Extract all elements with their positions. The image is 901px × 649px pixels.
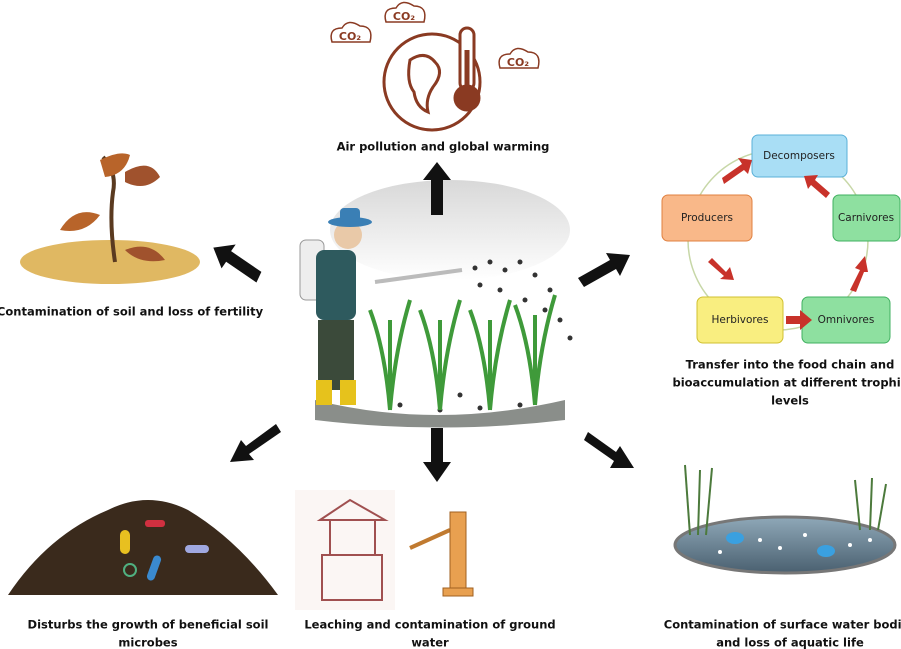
shape bbox=[543, 308, 548, 313]
label: microbes bbox=[118, 636, 177, 649]
fish bbox=[817, 545, 835, 557]
shape bbox=[778, 546, 782, 550]
shape bbox=[803, 533, 807, 537]
leaf bbox=[125, 166, 160, 186]
soil-microbes-icon bbox=[8, 500, 278, 595]
node-label: Omnivores bbox=[818, 314, 875, 326]
microbe bbox=[145, 520, 165, 527]
arrow bbox=[708, 258, 734, 280]
pond bbox=[675, 517, 895, 573]
label: water bbox=[411, 636, 449, 649]
food-chain bbox=[662, 135, 900, 343]
node-label: Carnivores bbox=[838, 212, 894, 224]
node-label: Herbivores bbox=[712, 314, 769, 326]
arrow bbox=[578, 253, 630, 287]
shape bbox=[868, 538, 872, 542]
label: levels bbox=[771, 394, 809, 408]
leaf bbox=[60, 212, 100, 231]
node-label: Producers bbox=[681, 212, 733, 224]
continent bbox=[409, 55, 440, 112]
shape bbox=[478, 283, 483, 288]
arrow bbox=[850, 256, 868, 292]
pump-body bbox=[450, 512, 466, 592]
shape bbox=[518, 403, 523, 408]
shape bbox=[518, 260, 523, 265]
co2-label: CO₂ bbox=[339, 30, 361, 43]
shape bbox=[718, 550, 722, 554]
fish bbox=[726, 532, 744, 544]
label: Leaching and contamination of ground bbox=[304, 618, 555, 632]
soil-heap bbox=[8, 500, 278, 595]
arrow bbox=[584, 432, 634, 468]
arrow bbox=[804, 175, 830, 198]
label: bioaccumulation at different trophic bbox=[672, 376, 901, 390]
label: Contamination of soil and loss of fertil… bbox=[0, 305, 264, 319]
co2-label: CO₂ bbox=[393, 10, 415, 23]
farmer-legs bbox=[318, 320, 354, 390]
hat-top bbox=[340, 208, 360, 222]
shape bbox=[870, 478, 872, 530]
shape bbox=[685, 465, 690, 535]
shape bbox=[488, 260, 493, 265]
boot bbox=[316, 380, 332, 405]
shape bbox=[558, 318, 563, 323]
shape bbox=[548, 288, 553, 293]
arrow bbox=[211, 243, 264, 283]
shape bbox=[568, 336, 573, 341]
shape bbox=[533, 273, 538, 278]
shape bbox=[758, 538, 762, 542]
shape bbox=[515, 295, 555, 405]
dead-plant-icon bbox=[20, 153, 200, 284]
shape bbox=[503, 268, 508, 273]
shape bbox=[498, 288, 503, 293]
crops bbox=[370, 295, 555, 410]
shape bbox=[478, 406, 483, 411]
shape bbox=[698, 470, 700, 535]
shape bbox=[848, 543, 852, 547]
spray-cloud bbox=[330, 180, 570, 280]
farmer-scene bbox=[300, 180, 573, 428]
boot bbox=[340, 380, 356, 405]
soil bbox=[20, 240, 200, 284]
pump-handle bbox=[410, 530, 450, 548]
shape bbox=[420, 300, 460, 410]
diagram: CO₂ CO₂ CO₂ Air pollution and global war… bbox=[0, 0, 901, 649]
shape bbox=[523, 298, 528, 303]
well-pump-icon bbox=[295, 490, 473, 610]
microbe bbox=[120, 530, 130, 554]
shape bbox=[398, 403, 403, 408]
shape bbox=[458, 393, 463, 398]
farmer-body bbox=[316, 250, 356, 320]
node-label: Decomposers bbox=[763, 150, 835, 162]
pump-base bbox=[443, 588, 473, 596]
arrow bbox=[423, 428, 451, 482]
label: Transfer into the food chain and bbox=[686, 358, 895, 372]
microbe bbox=[185, 545, 209, 553]
shape bbox=[878, 484, 886, 530]
co2-label: CO₂ bbox=[507, 56, 529, 69]
shape bbox=[473, 266, 478, 271]
arrow bbox=[230, 424, 281, 462]
label: Air pollution and global warming bbox=[337, 140, 550, 154]
well-background bbox=[295, 490, 395, 610]
label: Disturbs the growth of beneficial soil bbox=[28, 618, 269, 632]
arrow bbox=[722, 158, 752, 184]
label: and loss of aquatic life bbox=[716, 636, 864, 649]
label: Contamination of surface water bodies bbox=[664, 618, 901, 632]
pond-icon bbox=[675, 465, 895, 573]
shape bbox=[370, 300, 410, 410]
shape bbox=[470, 300, 510, 410]
